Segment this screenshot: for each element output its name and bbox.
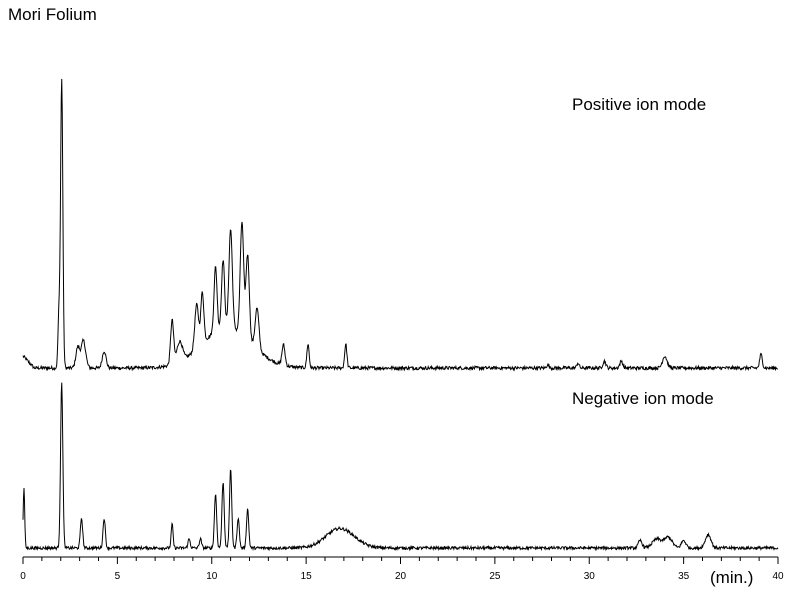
- x-tick-label: 5: [115, 571, 121, 582]
- positive-mode-label: Positive ion mode: [572, 95, 706, 114]
- chromatogram-traces: [22, 78, 779, 552]
- x-tick-label: 0: [20, 571, 26, 582]
- x-tick-label: 10: [206, 571, 218, 582]
- positive-ion-trace: [22, 78, 779, 372]
- negative-mode-label: Negative ion mode: [572, 389, 714, 408]
- x-axis-unit-label: (min.): [710, 568, 753, 587]
- x-axis: 0 5 10 15 20 25 30 35 40: [20, 556, 784, 582]
- x-tick-label: 35: [678, 571, 690, 582]
- x-tick-label: 15: [301, 571, 313, 582]
- chart-title: Mori Folium: [8, 5, 97, 24]
- x-tick-label: 20: [395, 571, 407, 582]
- negative-ion-trace: [22, 382, 779, 552]
- x-tick-label: 25: [489, 571, 501, 582]
- x-tick-label: 40: [772, 571, 784, 582]
- x-axis-ticks: 0 5 10 15 20 25 30 35 40: [20, 557, 784, 582]
- x-tick-label: 30: [584, 571, 596, 582]
